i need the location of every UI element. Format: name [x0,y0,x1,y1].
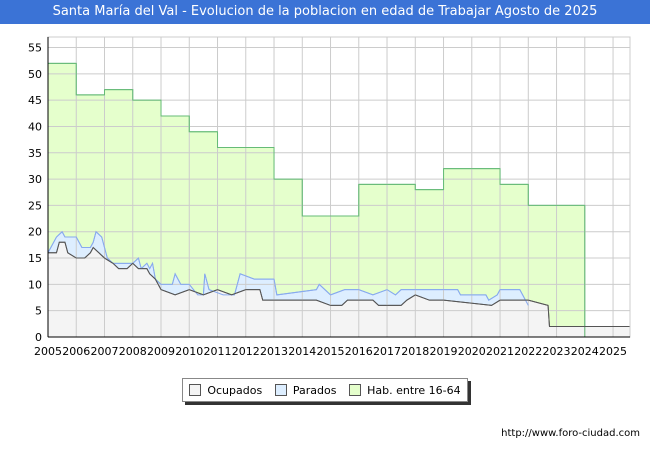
y-tick-label: 55 [28,42,42,55]
y-tick-label: 35 [28,147,42,160]
legend-hab: Hab. entre 16-64 [349,384,461,397]
x-tick-label: 2011 [204,345,232,358]
parados-line [47,230,529,306]
y-tick-label: 10 [28,278,42,291]
x-tick-label: 2008 [119,345,147,358]
legend-label: Parados [292,383,337,397]
y-tick-label: 30 [28,173,42,186]
x-tick-label: 2016 [345,345,373,358]
x-tick-label: 2022 [514,345,542,358]
x-tick-label: 2007 [91,345,119,358]
legend-swatch [349,384,362,396]
x-tick-label: 2009 [147,345,175,358]
x-tick-label: 2023 [543,345,571,358]
x-tick-label: 2014 [288,345,316,358]
x-tick-label: 2010 [175,345,203,358]
legend: Ocupados Parados Hab. entre 16-64 [182,378,468,402]
y-tick-label: 0 [35,331,42,344]
ocupados-series-area [48,242,630,337]
hab-series-area [48,63,585,337]
legend-ocupados: Ocupados [189,384,262,397]
x-tick-label: 2019 [430,345,458,358]
chart-title: Santa María del Val - Evolucion de la po… [0,0,650,24]
x-tick-label: 2015 [317,345,345,358]
x-tick-label: 2018 [401,345,429,358]
legend-parados: Parados [274,383,337,397]
x-tick-label: 2021 [486,345,514,358]
y-tick-label: 40 [28,120,42,133]
legend-label: Ocupados [207,383,263,397]
x-tick-label: 2005 [34,345,62,358]
y-tick-label: 15 [28,252,42,265]
y-tick-label: 5 [35,305,42,318]
hab-line [48,62,586,337]
legend-label: Hab. entre 16-64 [367,383,461,397]
x-tick-label: 2025 [599,345,627,358]
y-tick-label: 25 [28,199,42,212]
x-tick-label: 2017 [373,345,401,358]
x-tick-label: 2024 [571,345,599,358]
y-tick-label: 20 [28,226,42,239]
legend-swatch [274,384,287,396]
x-tick-label: 2020 [458,345,486,358]
y-tick-label: 50 [28,68,42,81]
x-tick-label: 2012 [232,345,260,358]
footer-url[interactable]: http://www.foro-ciudad.com [501,428,640,439]
x-tick-label: 2006 [62,345,90,358]
x-tick-label: 2013 [260,345,288,358]
y-tick-label: 45 [28,94,42,107]
ocupados-line [48,241,630,327]
legend-swatch [189,384,202,396]
